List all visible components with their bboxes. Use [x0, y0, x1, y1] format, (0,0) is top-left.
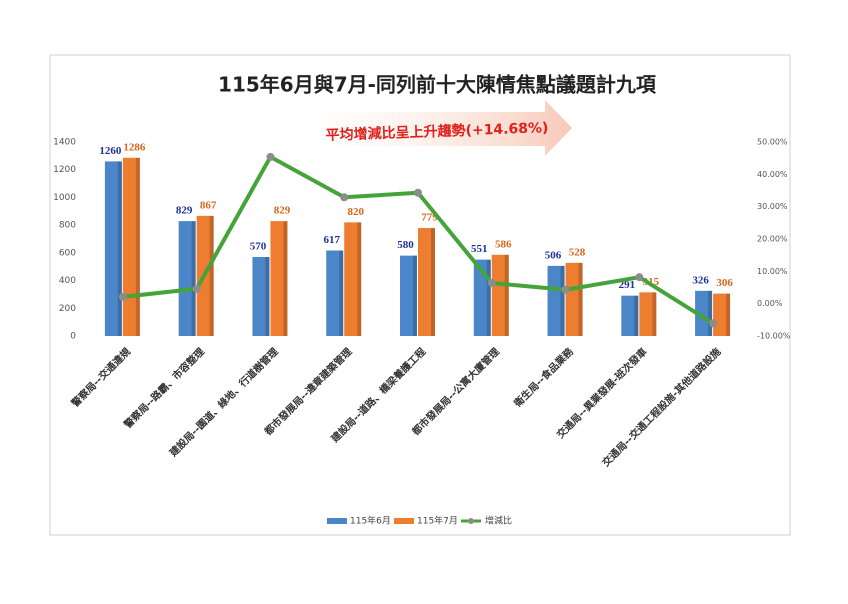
value-label: 306: [716, 277, 733, 289]
y2-tick-label: 40.00%: [757, 170, 788, 179]
legend-swatch: [468, 518, 474, 524]
bar-shade: [283, 221, 288, 336]
bar: [178, 221, 196, 336]
bar-shade: [265, 257, 270, 336]
bar-shade: [486, 259, 491, 336]
y2-tick-label: 30.00%: [757, 202, 788, 211]
y-tick-label: 1400: [53, 138, 76, 148]
chart-title: 115年6月與7月-同列前十大陳情焦點議題計九項: [218, 73, 657, 97]
line-marker: [487, 278, 496, 287]
y2-tick-label: 0.00%: [757, 299, 783, 308]
bar: [695, 290, 713, 336]
bar-shade: [708, 290, 713, 336]
line-marker: [266, 152, 275, 161]
bar-shade: [339, 250, 344, 336]
bar-shade: [634, 295, 639, 336]
line-marker: [118, 292, 127, 301]
value-label: 291: [619, 279, 636, 291]
value-label: 551: [471, 243, 488, 255]
value-label: 506: [545, 249, 562, 261]
value-label: 326: [692, 274, 709, 286]
y-tick-label: 600: [59, 248, 76, 258]
bar: [639, 292, 657, 336]
value-label: 586: [495, 238, 512, 250]
line-marker: [414, 188, 422, 197]
bar: [326, 250, 344, 336]
bar-shade: [117, 161, 122, 336]
line-marker: [709, 319, 718, 328]
y-tick-label: 400: [59, 276, 76, 286]
bar-shade: [209, 215, 214, 336]
legend-label: 115年6月: [350, 515, 391, 527]
value-label: 528: [569, 246, 586, 258]
value-label: 820: [347, 206, 364, 218]
line-marker: [561, 285, 570, 294]
bar-shade: [431, 228, 435, 336]
value-label: 617: [323, 234, 340, 246]
y2-tick-label: -10.00%: [757, 332, 791, 341]
bar: [565, 262, 583, 336]
y2-tick-label: 10.00%: [757, 267, 788, 276]
legend-label: 115年7月: [417, 515, 458, 527]
bar-shade: [413, 255, 417, 336]
y-tick-label: 0: [70, 332, 76, 342]
legend-swatch: [327, 518, 347, 524]
line-marker: [635, 273, 644, 282]
bar: [270, 221, 288, 336]
trend-arrow: [298, 100, 572, 156]
bar-shade: [191, 221, 196, 336]
bar: [104, 161, 122, 336]
bar-shade: [357, 222, 362, 336]
y-tick-label: 200: [59, 304, 76, 314]
bar: [547, 265, 565, 336]
line-marker: [192, 284, 201, 293]
bar: [344, 222, 362, 336]
value-label: 829: [176, 205, 193, 217]
value-label: 1286: [123, 141, 146, 153]
bar-shade: [652, 292, 657, 336]
bar-shade: [560, 265, 565, 336]
y2-tick-label: 20.00%: [757, 235, 788, 244]
line-marker: [340, 193, 349, 202]
bar-shade: [726, 293, 731, 336]
y2-tick-label: 50.00%: [757, 138, 788, 147]
bar-shade: [504, 254, 509, 336]
value-label: 1260: [99, 145, 122, 157]
bar: [491, 254, 509, 336]
y-tick-label: 800: [59, 221, 76, 231]
legend-label: 增減比: [485, 515, 512, 527]
value-label: 867: [200, 199, 217, 211]
y-tick-label: 1200: [53, 165, 76, 175]
bar: [122, 157, 140, 336]
bar: [418, 228, 435, 336]
bar: [252, 257, 270, 336]
value-label: 829: [274, 205, 291, 217]
bar: [621, 295, 639, 336]
bar-shade: [578, 262, 583, 336]
legend-swatch: [394, 518, 414, 524]
bar: [713, 293, 731, 336]
value-label: 580: [397, 239, 414, 251]
y-tick-label: 1000: [53, 193, 76, 203]
bar: [400, 255, 417, 336]
value-label: 570: [250, 241, 267, 253]
bar-shade: [135, 157, 140, 336]
